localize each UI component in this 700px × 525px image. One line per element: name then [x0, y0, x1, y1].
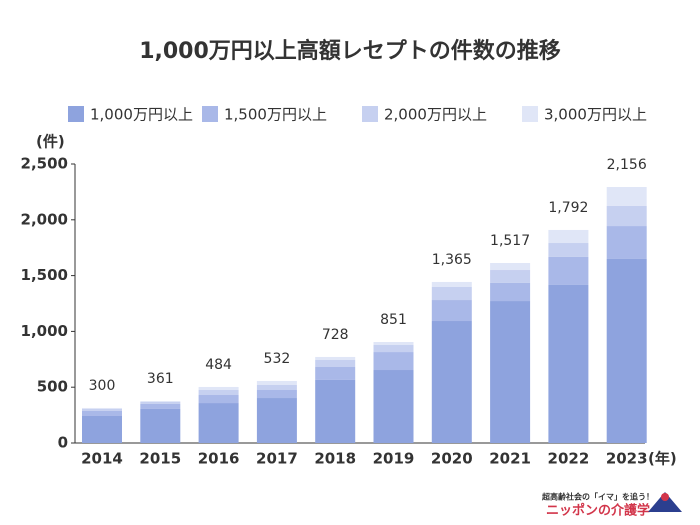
bar-segment: [606, 226, 647, 259]
bar-segment: [490, 270, 531, 283]
bar-segment: [315, 367, 356, 380]
bar-segment: [490, 262, 531, 271]
legend-label: 1,500万円以上: [224, 106, 327, 124]
bar-segment: [140, 401, 181, 402]
y-tick-label: 2,000: [21, 210, 68, 228]
bar-segment: [256, 398, 297, 443]
x-tick-label: 2019: [373, 450, 415, 468]
x-tick-label: 2020: [431, 450, 473, 468]
total-label: 1,792: [548, 200, 588, 216]
bar-segment: [431, 281, 472, 287]
bar-segment: [373, 345, 414, 353]
total-label: 300: [89, 378, 116, 394]
x-tick-label: 2023: [606, 450, 648, 468]
x-tick-label: 2017: [256, 450, 298, 468]
x-tick-label: 2021: [489, 450, 531, 468]
bar-segment: [82, 410, 122, 416]
bar-segment: [606, 205, 647, 227]
bar-segment: [140, 401, 181, 404]
brand-tagline: 超高齢社会の「イマ」を追う！: [541, 492, 654, 502]
total-label: 728: [322, 327, 349, 343]
bar-segment: [315, 359, 356, 368]
bar-segment: [490, 301, 531, 443]
total-label: 851: [380, 312, 407, 328]
x-tick-label: 2015: [139, 450, 181, 468]
total-label: 2,156: [607, 157, 647, 173]
legend-label: 3,000万円以上: [544, 106, 647, 124]
bar-segment: [373, 352, 414, 371]
legend-label: 1,000万円以上: [90, 106, 193, 124]
bar-segment: [140, 403, 181, 409]
chart-title: 1,000万円以上高額レセプトの件数の推移: [139, 38, 561, 64]
bar-segment: [373, 370, 414, 443]
y-tick-label: 500: [37, 378, 68, 396]
y-axis-label: (件): [36, 133, 65, 151]
total-label: 1,365: [432, 252, 472, 268]
bar-segment: [315, 356, 356, 360]
bar-segment: [373, 342, 414, 346]
y-tick-label: 2,500: [21, 155, 68, 173]
bar-segment: [82, 407, 122, 409]
legend-swatch: [202, 106, 218, 122]
total-label: 1,517: [490, 233, 530, 249]
bar-segment: [256, 380, 297, 385]
y-tick-label: 1,000: [21, 322, 68, 340]
y-tick-label: 0: [58, 434, 68, 452]
x-tick-label: 2014: [81, 450, 123, 468]
bar-segment: [82, 408, 122, 411]
bar-segment: [548, 229, 589, 244]
x-axis-label: (年): [648, 450, 677, 468]
total-label: 484: [205, 357, 232, 373]
bar-segment: [198, 403, 239, 443]
x-tick-label: 2022: [548, 450, 590, 468]
legend-label: 2,000万円以上: [384, 106, 487, 124]
total-label: 361: [147, 371, 174, 387]
bar-segment: [198, 389, 239, 396]
bar-segment: [198, 386, 239, 390]
brand-logo: [648, 492, 682, 512]
bar-segment: [315, 379, 356, 443]
brand-name: ニッポンの介護学: [546, 503, 650, 519]
x-tick-label: 2016: [198, 450, 240, 468]
bar-segment: [431, 300, 472, 322]
bar-segment: [140, 408, 181, 443]
bar-segment: [198, 395, 239, 404]
bar-segment: [548, 284, 589, 443]
x-tick-label: 2018: [314, 450, 356, 468]
brand-logo-sun: [661, 493, 669, 501]
bar-segment: [548, 243, 589, 257]
bar-segment: [82, 415, 122, 443]
bar-segment: [606, 258, 647, 443]
bar-segment: [490, 282, 531, 302]
bar-segment: [431, 321, 472, 443]
bar-segment: [256, 389, 297, 399]
legend-swatch: [68, 106, 84, 122]
bar-segment: [606, 186, 647, 206]
legend-swatch: [362, 106, 378, 122]
legend-swatch: [522, 106, 538, 122]
bar-segment: [431, 286, 472, 301]
bar-segment: [548, 256, 589, 285]
bar-segment: [256, 384, 297, 390]
total-label: 532: [264, 351, 291, 367]
y-tick-label: 1,500: [21, 266, 68, 284]
